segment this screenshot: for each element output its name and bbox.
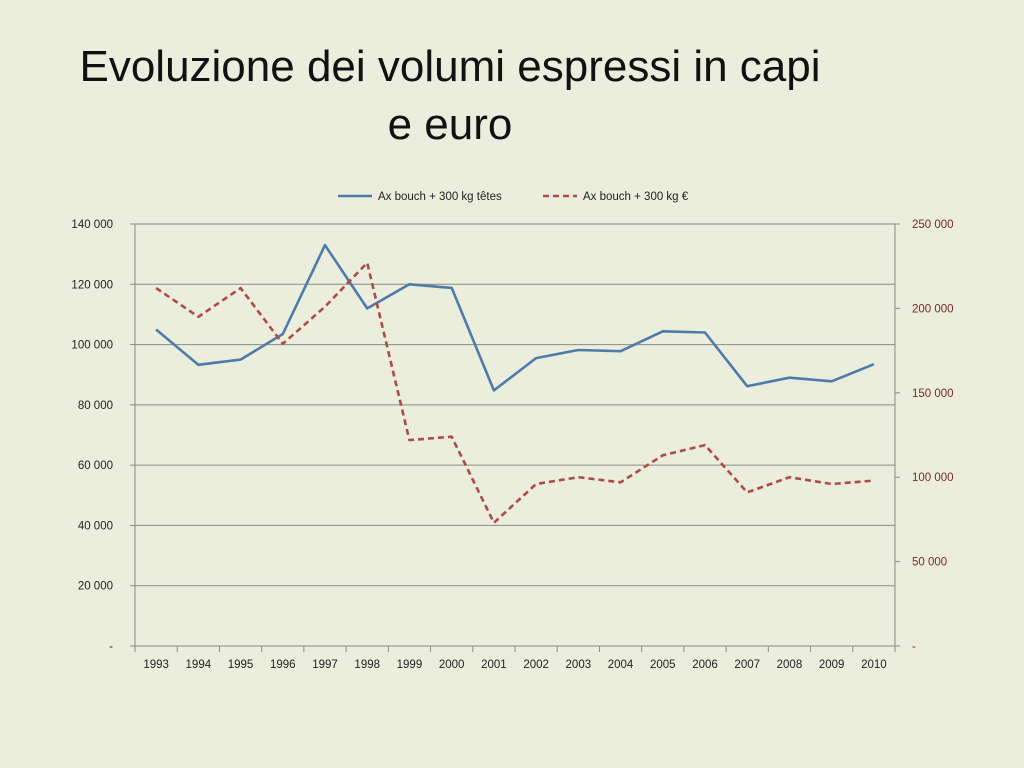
x-tick-label: 1995 bbox=[228, 659, 254, 671]
x-tick-label: 1997 bbox=[312, 659, 338, 671]
slide-title-line-2: e euro bbox=[387, 100, 513, 149]
x-tick-label: 2000 bbox=[439, 659, 465, 671]
x-tick-label: 1999 bbox=[397, 659, 423, 671]
x-tick-label: 1994 bbox=[186, 659, 212, 671]
y-left-tick-label: 100 000 bbox=[71, 340, 113, 352]
series-line-1 bbox=[155, 243, 875, 392]
x-tick-label: 2004 bbox=[608, 659, 634, 671]
y-left-tick-label: 120 000 bbox=[71, 279, 113, 291]
y-left-tick-label: - bbox=[109, 641, 113, 653]
legend-label-1: Ax bouch + 300 kg têtes bbox=[378, 191, 502, 203]
y-right-tick-label: 50 000 bbox=[912, 557, 947, 569]
y-left-tick-label: 60 000 bbox=[78, 460, 113, 472]
x-tick-label: 2001 bbox=[481, 659, 507, 671]
slide-title-line-1: Evoluzione dei volumi espressi in capi bbox=[79, 42, 821, 91]
x-tick-label: 2008 bbox=[777, 659, 803, 671]
x-tick-label: 2007 bbox=[734, 659, 760, 671]
y-left-tick-label: 40 000 bbox=[78, 520, 113, 532]
x-tick-label: 2010 bbox=[861, 659, 887, 671]
legend-label-2: Ax bouch + 300 kg € bbox=[583, 191, 689, 203]
x-tick-label: 2006 bbox=[692, 659, 718, 671]
x-tick-label: 2002 bbox=[523, 659, 549, 671]
x-tick-label: 2005 bbox=[650, 659, 676, 671]
x-tick-label: 1993 bbox=[143, 659, 169, 671]
slide-title: Evoluzione dei volumi espressi in capi e… bbox=[0, 38, 900, 154]
x-tick-label: 2003 bbox=[566, 659, 592, 671]
y-right-tick-label: 150 000 bbox=[912, 388, 954, 400]
series-line-2 bbox=[155, 261, 875, 525]
x-tick-label: 1998 bbox=[354, 659, 380, 671]
x-tick-label: 2009 bbox=[819, 659, 845, 671]
x-tick-label: 1996 bbox=[270, 659, 296, 671]
y-right-tick-label: 250 000 bbox=[912, 219, 954, 231]
y-left-tick-label: 140 000 bbox=[71, 219, 113, 231]
y-right-tick-label: - bbox=[912, 641, 916, 653]
y-right-tick-label: 200 000 bbox=[912, 303, 954, 315]
y-left-tick-label: 80 000 bbox=[78, 400, 113, 412]
y-left-tick-label: 20 000 bbox=[78, 581, 113, 593]
y-right-tick-label: 100 000 bbox=[912, 472, 954, 484]
